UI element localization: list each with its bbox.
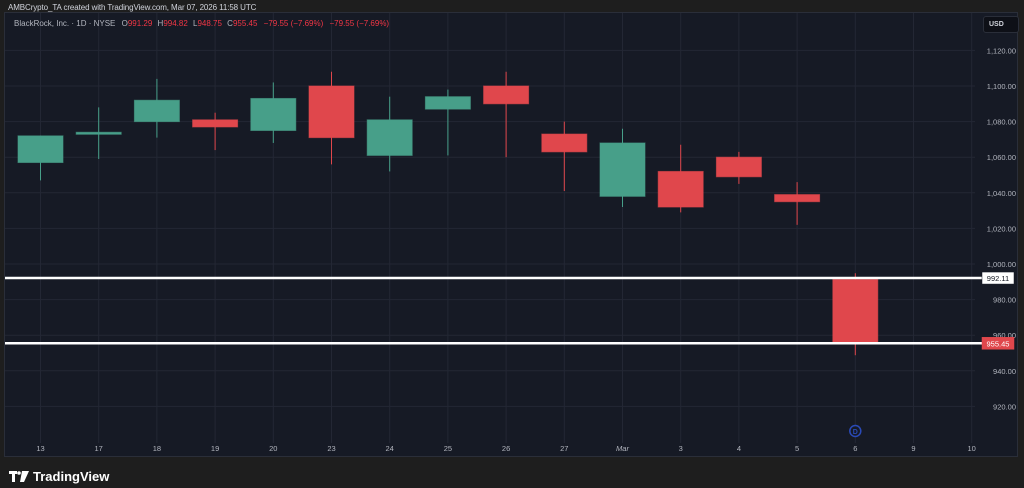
candlestick-chart[interactable]: 1,120.00 1,100.00 1,080.00 1,060.00 1,040.00… [0, 0, 1024, 460]
time-axis-label: 19 [211, 444, 219, 453]
high-label: H [157, 19, 164, 28]
candle-body[interactable] [541, 133, 588, 153]
time-axis-label: 25 [444, 444, 452, 453]
time-axis-label: 5 [795, 444, 799, 453]
candle-body[interactable] [366, 119, 413, 156]
candle-body[interactable] [774, 194, 821, 203]
time-axis-label: 24 [386, 444, 394, 453]
close-value: 955.45 [232, 19, 258, 28]
price-axis-label: 1,080.00 [987, 118, 1016, 127]
time-axis-label: 17 [95, 444, 103, 453]
price-axis-label: 1,100.00 [987, 82, 1016, 91]
candle-body[interactable] [308, 85, 355, 139]
tradingview-brand: TradingView [33, 469, 110, 484]
candle-body[interactable] [599, 142, 646, 197]
price-level-badge [981, 337, 1015, 350]
time-axis-label: 20 [269, 444, 277, 453]
price-axis-label: 1,120.00 [987, 46, 1016, 55]
currency-button[interactable]: USD [983, 16, 1019, 33]
price-level-badge [981, 271, 1015, 285]
attribution-text: AMBCrypto_TA created with TradingView.co… [8, 3, 257, 12]
change-value-secondary: −79.55 (−7.69%) [329, 19, 390, 28]
time-axis-label: 6 [853, 444, 857, 453]
time-axis-label: 13 [36, 444, 44, 453]
time-axis-label: Mar [616, 444, 629, 453]
price-axis-label: 1,060.00 [987, 153, 1016, 162]
candle-body[interactable] [715, 156, 762, 178]
candle-body[interactable] [75, 131, 122, 135]
low-value: 948.75 [197, 19, 222, 28]
time-axis-label: 26 [502, 444, 510, 453]
candle-body[interactable] [192, 119, 239, 128]
symbol-label[interactable]: BlackRock, Inc. · 1D · NYSE [14, 19, 116, 28]
time-axis-label: 10 [968, 444, 976, 453]
price-axis-label: 1,000.00 [987, 260, 1016, 269]
change-value: −79.55 (−7.69%) [263, 19, 324, 28]
close-label: C [227, 19, 233, 28]
price-axis-label: 940.00 [993, 367, 1016, 376]
ohlc-legend: BlackRock, Inc. · 1D · NYSE O991.29 H994… [14, 19, 389, 28]
time-axis-label: 3 [679, 444, 683, 453]
candle-body[interactable] [133, 99, 180, 123]
price-axis-label: 980.00 [993, 296, 1016, 305]
dividend-marker-icon[interactable] [849, 424, 862, 438]
candle-body[interactable] [483, 85, 530, 105]
tradingview-logo-icon [9, 471, 29, 482]
candle-body[interactable] [424, 96, 471, 110]
price-axis-label: 960.00 [993, 331, 1016, 340]
low-label: L [193, 19, 198, 28]
time-axis-label: 18 [153, 444, 161, 453]
open-value: 991.29 [127, 19, 153, 28]
price-level-badge-label: 992.11 [987, 274, 1009, 283]
candle-body[interactable] [17, 135, 64, 164]
candle-body[interactable] [832, 279, 879, 344]
price-axis-label: 920.00 [993, 402, 1016, 411]
time-axis-label: 27 [560, 444, 568, 453]
time-axis-label: 4 [737, 444, 741, 453]
time-axis-label: 23 [327, 444, 335, 453]
candle-body[interactable] [250, 97, 297, 131]
candle-body[interactable] [657, 170, 704, 208]
high-value: 994.82 [163, 19, 188, 28]
time-axis-label: 9 [911, 444, 915, 453]
open-label: O [121, 19, 128, 28]
tradingview-logo[interactable]: TradingView [9, 469, 109, 484]
price-axis-label: 1,040.00 [987, 189, 1016, 198]
dividend-marker-label: D [853, 429, 858, 436]
price-level-badge-label: 955.45 [987, 339, 1010, 348]
price-axis-label: 1,020.00 [987, 224, 1016, 233]
